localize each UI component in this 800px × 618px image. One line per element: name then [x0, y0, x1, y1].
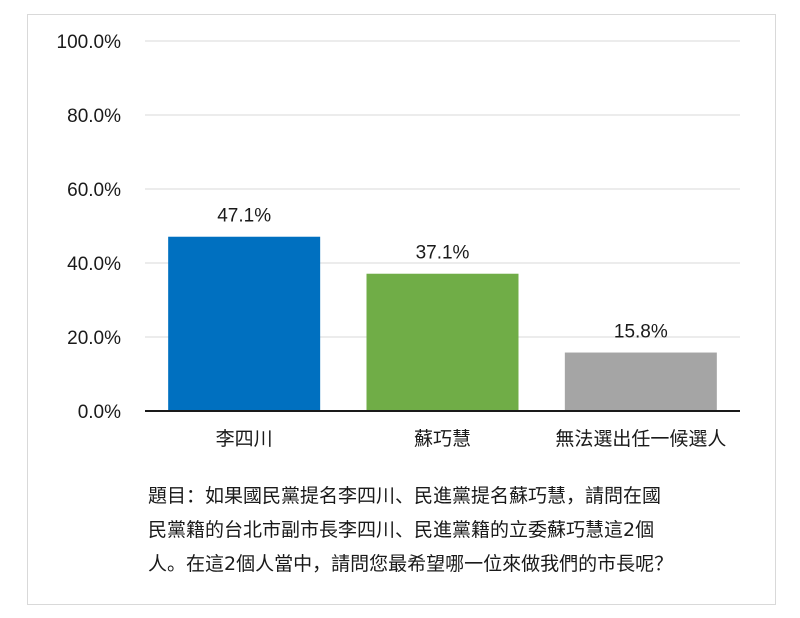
x-tick-label: 蘇巧慧: [414, 428, 471, 450]
x-tick-label: 李四川: [216, 428, 273, 450]
data-label: 37.1%: [416, 243, 470, 264]
data-label: 47.1%: [217, 206, 271, 227]
bars: [168, 236, 717, 411]
x-tick-label: 無法選出任一候選人: [555, 428, 726, 450]
y-tick-label: 60.0%: [67, 180, 121, 201]
survey-question-line-2: 民黨籍的台北市副市長李四川、民進黨籍的立委蘇巧慧這2個: [148, 519, 655, 541]
y-axis-tick-labels: 0.0% 20.0% 40.0% 60.0% 80.0% 100.0%: [57, 32, 122, 423]
data-label: 15.8%: [614, 322, 668, 343]
data-labels: 47.1% 37.1% 15.8%: [217, 206, 668, 343]
survey-question-line-3: 人。在這2個人當中，請問您最希望哪一位來做我們的市長呢？: [148, 553, 674, 575]
survey-question-line-1: 題目：如果國民黨提名李四川、民進黨提名蘇巧慧，請問在國: [148, 485, 662, 507]
y-tick-label: 0.0%: [78, 402, 121, 423]
y-tick-label: 80.0%: [67, 106, 121, 127]
bar: [366, 273, 519, 411]
y-tick-label: 100.0%: [57, 32, 122, 53]
y-tick-label: 20.0%: [67, 328, 121, 349]
survey-question: 題目：如果國民黨提名李四川、民進黨提名蘇巧慧，請問在國 民黨籍的台北市副市長李四…: [148, 479, 768, 581]
bar: [168, 236, 321, 411]
x-axis-tick-labels: 李四川 蘇巧慧 無法選出任一候選人: [216, 428, 727, 450]
y-tick-label: 40.0%: [67, 254, 121, 275]
bar: [564, 352, 717, 411]
